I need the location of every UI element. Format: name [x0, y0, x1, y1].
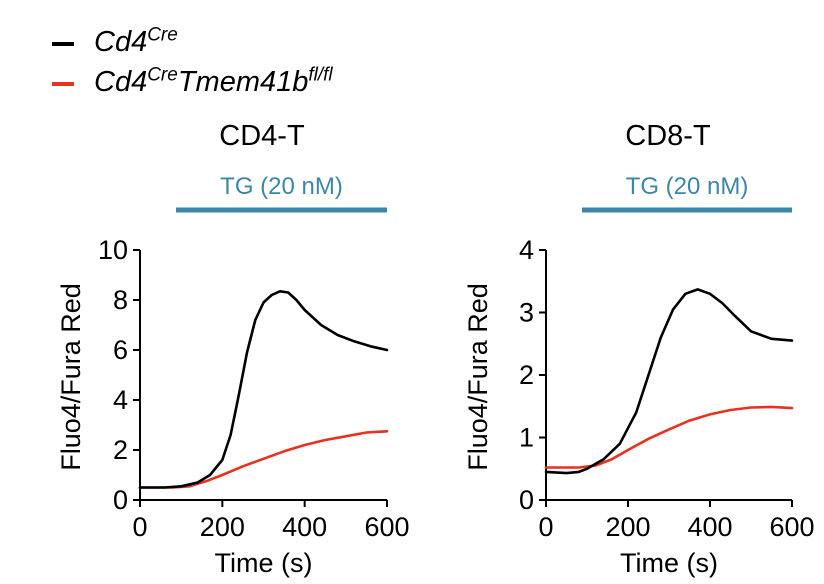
y-tick-label: 0 [519, 485, 534, 515]
y-tick-label: 2 [519, 360, 534, 390]
legend-swatch-control [52, 42, 74, 46]
y-axis-title: Fluo4/Fura Red [56, 283, 86, 471]
series-line-knockout [138, 429, 389, 489]
x-tick-label: 0 [538, 512, 553, 542]
series-line-knockout [544, 405, 794, 469]
y-tick-label: 4 [113, 385, 128, 415]
y-tick-label: 6 [113, 335, 128, 365]
x-tick-label: 400 [687, 512, 732, 542]
panel-2: CD8-T TG (20 nM) 0 1 2 3 4 0 200 400 600 Time (s) Fl… [463, 120, 815, 578]
x-tick-label: 200 [605, 512, 650, 542]
y-tick-label: 1 [519, 423, 534, 453]
panel-title: CD4-T [219, 120, 305, 152]
treatment-label: TG (20 nM) [626, 173, 749, 200]
x-tick-label: 600 [364, 512, 409, 542]
y-tick-label: 2 [113, 435, 128, 465]
series-line-control [138, 289, 389, 489]
series-line-control [544, 288, 794, 475]
x-axis-title: Time (s) [215, 548, 313, 578]
y-tick-label: 0 [113, 485, 128, 515]
y-axis-title: Fluo4/Fura Red [463, 283, 493, 471]
y-tick-label: 4 [519, 235, 534, 265]
panel-1: CD4-T TG (20 nM) 0 2 4 6 8 10 0 200 400 600 Time (s)… [56, 120, 410, 578]
x-tick-label: 200 [200, 512, 245, 542]
y-tick-label: 8 [113, 285, 128, 315]
treatment-label: TG (20 nM) [220, 173, 343, 200]
x-tick-label: 600 [769, 512, 814, 542]
legend-swatch-knockout [52, 82, 74, 86]
x-axis-title: Time (s) [620, 548, 718, 578]
y-tick-label: 3 [519, 298, 534, 328]
y-tick-label: 10 [98, 235, 128, 265]
x-tick-label: 0 [132, 512, 147, 542]
x-tick-label: 400 [282, 512, 327, 542]
legend-label-control: Cd4Cre [94, 24, 178, 58]
panel-title: CD8-T [625, 120, 711, 152]
legend-label-knockout: Cd4CreTmem41bfl/fl [94, 64, 333, 98]
